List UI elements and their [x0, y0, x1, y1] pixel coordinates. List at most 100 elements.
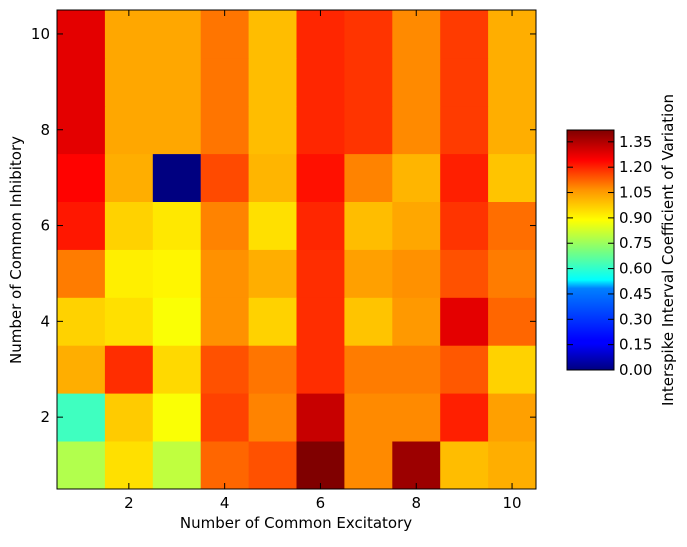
heatmap-cell — [200, 153, 249, 202]
heatmap-cell — [488, 345, 537, 394]
heatmap-cell — [57, 105, 106, 155]
heatmap-cell — [392, 441, 441, 490]
heatmap-cell — [152, 201, 202, 250]
heatmap-cell — [488, 393, 537, 442]
heatmap-cell — [440, 57, 489, 107]
heatmap-cell — [344, 441, 393, 490]
heatmap-cell — [152, 153, 202, 202]
colorbar-tick-label: 0.75 — [619, 234, 652, 252]
heatmap-cell — [488, 441, 537, 490]
heatmap-cell — [200, 10, 249, 59]
y-tick-label: 4 — [40, 312, 50, 330]
heatmap-cell — [248, 249, 297, 298]
heatmap-cell — [248, 201, 297, 250]
heatmap-cell — [152, 345, 202, 394]
heatmap-cell — [248, 153, 297, 202]
x-tick-label: 8 — [411, 494, 421, 512]
heatmap-cell — [296, 153, 345, 202]
y-axis: 2 4 6 8 10 — [31, 25, 536, 426]
heatmap-cell — [344, 249, 393, 298]
heatmap-cell — [488, 201, 537, 250]
heatmap-cell — [488, 297, 537, 346]
heatmap-cell — [200, 57, 249, 107]
heatmap-cell — [344, 105, 393, 155]
heatmap-cell — [200, 201, 249, 250]
heatmap-cells — [57, 10, 537, 490]
heatmap-cell — [296, 297, 345, 346]
colorbar-tick-label: 1.20 — [619, 158, 652, 176]
colorbar-ticks: 0.00 0.15 0.30 0.45 0.60 0.75 0.90 1.05 1.20 1.35 — [567, 133, 652, 379]
colorbar-tick-label: 1.05 — [619, 184, 652, 202]
heatmap-cell — [104, 249, 154, 298]
heatmap-cell — [296, 249, 345, 298]
heatmap-cell — [392, 297, 441, 346]
x-axis-label: Number of Common Excitatory — [180, 514, 412, 532]
heatmap-cell — [248, 297, 297, 346]
x-tick-label: 2 — [124, 494, 134, 512]
heatmap-cell — [296, 57, 345, 107]
heatmap-cell — [296, 393, 345, 442]
heatmap-cell — [200, 105, 249, 155]
heatmap-cell — [440, 153, 489, 202]
heatmap-cell — [440, 10, 489, 59]
heatmap-cell — [488, 10, 537, 59]
heatmap-cell — [57, 153, 106, 202]
heatmap-cell — [392, 153, 441, 202]
x-tick-label: 4 — [220, 494, 230, 512]
heatmap-cell — [296, 441, 345, 490]
heatmap-cell — [104, 105, 154, 155]
heatmap-cell — [152, 393, 202, 442]
heatmap-cell — [57, 10, 106, 59]
heatmap-cell — [344, 201, 393, 250]
heatmap-cell — [200, 345, 249, 394]
heatmap-cell — [152, 297, 202, 346]
heatmap-cell — [152, 105, 202, 155]
heatmap-cell — [57, 57, 106, 107]
heatmap-cell — [248, 57, 297, 107]
heatmap-cell — [392, 201, 441, 250]
heatmap-cell — [392, 57, 441, 107]
y-tick-label: 8 — [40, 121, 50, 139]
heatmap-cell — [57, 345, 106, 394]
heatmap-cell — [248, 105, 297, 155]
heatmap-cell — [440, 201, 489, 250]
heatmap-cell — [152, 57, 202, 107]
heatmap-cell — [57, 297, 106, 346]
heatmap-cell — [57, 249, 106, 298]
y-axis-label: Number of Common Inhibitory — [7, 136, 25, 364]
heatmap-cell — [248, 393, 297, 442]
colorbar-tick-label: 0.15 — [619, 336, 652, 354]
heatmap-cell — [488, 57, 537, 107]
heatmap-cell — [296, 201, 345, 250]
heatmap-cell — [344, 57, 393, 107]
heatmap-cell — [296, 345, 345, 394]
heatmap-cell — [104, 201, 154, 250]
plot-frame — [56, 9, 537, 490]
heatmap-cell — [440, 297, 489, 346]
heatmap-cell — [440, 393, 489, 442]
heatmap-cell — [104, 153, 154, 202]
colorbar-tick-label: 0.90 — [619, 209, 652, 227]
heatmap-cell — [57, 393, 106, 442]
colorbar-tick-label: 0.60 — [619, 260, 652, 278]
heatmap-cell — [296, 10, 345, 59]
colorbar-tick-label: 0.30 — [619, 310, 652, 328]
heatmap-cell — [200, 249, 249, 298]
heatmap-cell — [57, 201, 106, 250]
heatmap-cell — [200, 441, 249, 490]
heatmap-cell — [344, 153, 393, 202]
heatmap-cell — [57, 441, 106, 490]
colorbar-tick-label: 1.35 — [619, 133, 652, 151]
heatmap-cell — [392, 393, 441, 442]
colorbar-label: Interspike Interval Coefficient of Varia… — [659, 94, 677, 406]
heatmap-cell — [392, 105, 441, 155]
heatmap-cell — [104, 10, 154, 59]
y-tick-label: 10 — [31, 25, 50, 43]
heatmap-cell — [296, 105, 345, 155]
heatmap-cell — [344, 10, 393, 59]
heatmap-cell — [488, 249, 537, 298]
heatmap-cell — [440, 345, 489, 394]
heatmap-cell — [248, 345, 297, 394]
y-tick-label: 6 — [40, 217, 50, 235]
